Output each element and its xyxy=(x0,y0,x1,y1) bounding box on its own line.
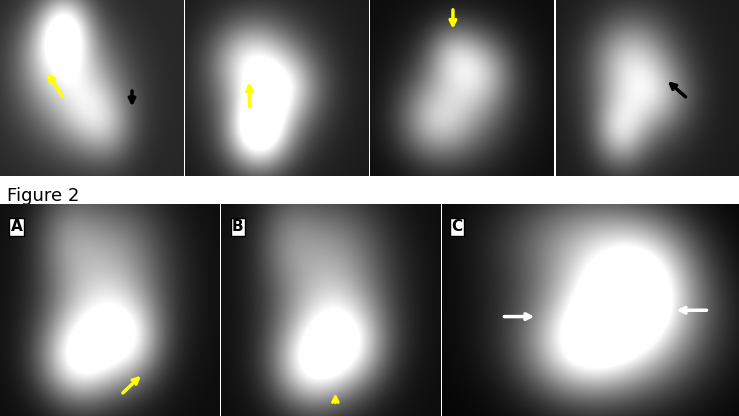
Text: A: A xyxy=(11,219,23,234)
Text: C: C xyxy=(451,219,462,234)
Text: B: B xyxy=(232,219,244,234)
Text: Figure 2: Figure 2 xyxy=(7,187,80,205)
